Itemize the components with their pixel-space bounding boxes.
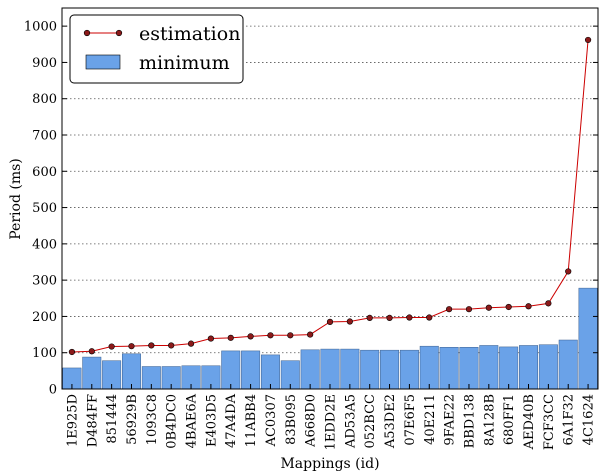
estimation-point (68, 348, 76, 356)
estimation-point (406, 314, 413, 321)
x-tick-label: 1093C8 (145, 394, 160, 445)
x-tick-label: 1EDD2E (324, 394, 339, 450)
x-tick-label: 56929B (125, 394, 140, 445)
x-tick-label: 4C1624 (582, 394, 597, 445)
estimation-point (307, 331, 314, 338)
minimum-bar (479, 345, 499, 390)
x-tick-label: 07E6F5 (403, 394, 418, 446)
minimum-bar (360, 349, 380, 390)
minimum-bar (241, 350, 261, 390)
x-tick-label: 851444 (105, 394, 120, 444)
x-tick-label: 680FF1 (502, 394, 517, 445)
x-tick-label: 40E211 (423, 394, 438, 445)
x-tick-label: E403D5 (204, 394, 219, 447)
minimum-bar (459, 347, 479, 390)
legend-estimation-marker (83, 29, 91, 37)
estimation-point (247, 333, 254, 340)
minimum-bar (260, 354, 280, 390)
estimation-point (346, 318, 353, 325)
estimation-point (326, 318, 334, 325)
x-tick-label: 052BCC (363, 394, 378, 449)
x-tick-label: A668D0 (304, 394, 319, 448)
estimation-point (287, 332, 294, 339)
estimation-series (68, 36, 592, 356)
x-tick-label: 9FAE22 (443, 394, 458, 446)
x-tick-label: 1E925D (65, 394, 80, 447)
estimation-point (267, 332, 274, 339)
y-tick-label: 1000 (24, 20, 57, 35)
y-tick-label: 800 (32, 92, 57, 107)
legend-estimation-label: estimation (139, 23, 240, 45)
minimum-bar (300, 349, 320, 390)
y-tick-label: 700 (32, 129, 57, 144)
minimum-bars (62, 287, 598, 390)
estimation-point (525, 303, 532, 310)
x-tick-label: 4BAE6A (185, 393, 200, 448)
minimum-bar (340, 348, 360, 390)
y-tick-label: 500 (32, 201, 57, 216)
y-axis: 0 100 200 300 400 500 600 700 800 900 1000 (24, 20, 598, 398)
x-tick-label: 0B4DC0 (165, 394, 180, 449)
x-axis: 1E925D D484FF 851444 56929B 1093C8 0B4DC0 4BAE… (65, 384, 597, 450)
estimation-point (366, 314, 373, 321)
estimation-point (207, 335, 214, 342)
x-tick-label: 8A128B (482, 394, 497, 446)
minimum-bar (399, 349, 419, 390)
x-tick-label: A53DE2 (383, 394, 398, 449)
minimum-bar (578, 287, 598, 390)
estimation-point (227, 334, 234, 341)
y-tick-label: 400 (32, 237, 57, 252)
minimum-bar (122, 353, 141, 390)
minimum-bar (499, 346, 519, 390)
y-tick-label: 600 (32, 165, 57, 180)
estimation-point (465, 306, 473, 313)
legend-estimation-marker (115, 29, 123, 37)
estimation-point (168, 342, 175, 349)
estimation-point (108, 343, 115, 350)
legend: estimation minimum (69, 14, 244, 84)
y-tick-label: 300 (32, 274, 57, 289)
y-tick-label: 200 (32, 310, 57, 325)
minimum-bar (558, 339, 578, 390)
minimum-bar (519, 345, 538, 390)
estimation-point (88, 348, 95, 355)
y-axis-title: Period (ms) (8, 158, 24, 239)
estimation-point (386, 314, 393, 321)
x-tick-label: AED40B (522, 394, 537, 450)
estimation-point (485, 304, 492, 311)
minimum-bar (538, 344, 558, 390)
x-tick-label: FCF3CC (542, 394, 557, 450)
legend-minimum-swatch (85, 54, 121, 70)
minimum-bar (419, 345, 439, 390)
estimation-point (584, 36, 592, 44)
estimation-point (505, 303, 512, 311)
estimation-point (187, 340, 195, 347)
y-tick-label: 100 (32, 346, 57, 361)
estimation-point (446, 306, 453, 313)
x-tick-label: BBD138 (462, 394, 477, 448)
y-tick-label: 900 (32, 56, 57, 71)
x-tick-label: 6A1F32 (562, 394, 577, 446)
estimation-point (565, 268, 572, 275)
estimation-point (148, 342, 155, 349)
legend-minimum-label: minimum (139, 52, 230, 74)
minimum-bar (320, 348, 340, 390)
x-tick-label: AC0307 (264, 394, 279, 447)
estimation-point (545, 300, 552, 307)
y-tick-label: 0 (49, 383, 57, 398)
x-tick-label: 83B095 (284, 394, 299, 445)
x-axis-title: Mappings (id) (280, 456, 379, 472)
x-tick-label: AD53A5 (343, 394, 358, 449)
estimation-point (426, 314, 433, 321)
x-tick-label: 11ABB4 (244, 394, 259, 447)
x-tick-label: 47A4DA (224, 393, 239, 448)
minimum-bar (439, 347, 459, 390)
minimum-bar (380, 349, 400, 390)
minimum-bar (221, 350, 241, 390)
x-tick-label: D484FF (85, 394, 100, 447)
estimation-point (128, 343, 135, 350)
